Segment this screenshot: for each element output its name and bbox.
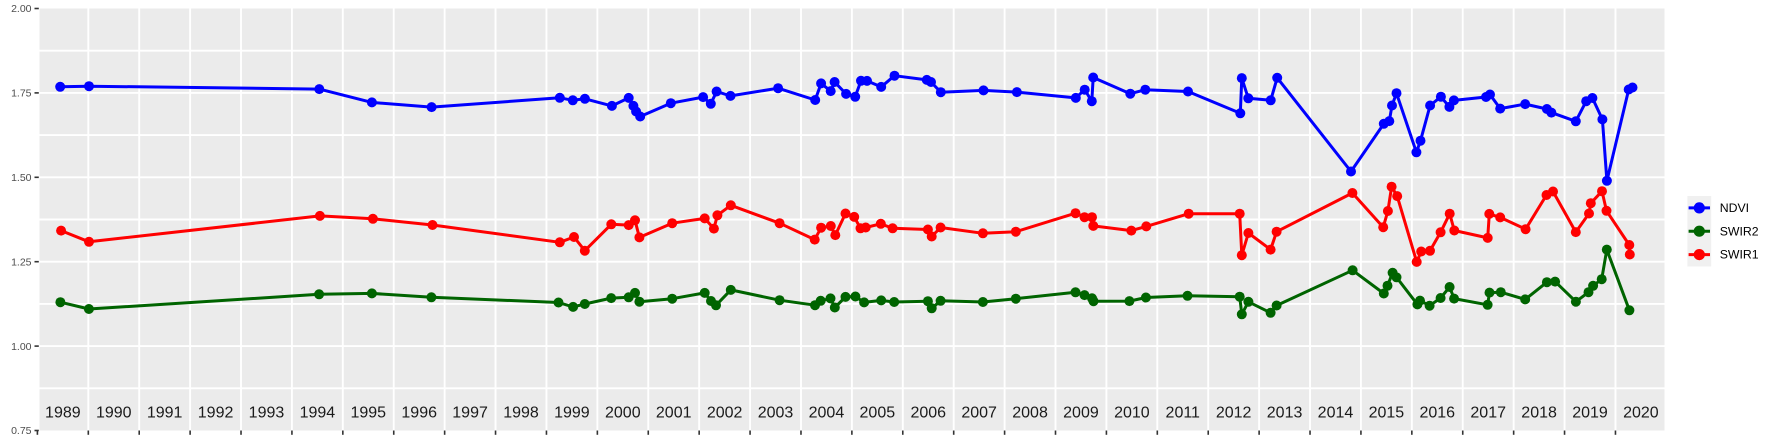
svg-text:1.25: 1.25 <box>11 256 32 268</box>
svg-text:SWIR1: SWIR1 <box>1720 248 1759 262</box>
svg-text:1.50: 1.50 <box>11 172 32 184</box>
svg-text:1993: 1993 <box>249 405 285 422</box>
svg-text:2003: 2003 <box>758 405 794 422</box>
svg-text:2007: 2007 <box>961 405 997 422</box>
svg-text:2000: 2000 <box>605 405 641 422</box>
svg-text:2008: 2008 <box>1012 405 1048 422</box>
svg-text:1.75: 1.75 <box>11 88 32 100</box>
svg-text:1995: 1995 <box>350 405 386 422</box>
svg-text:1.00: 1.00 <box>11 341 32 353</box>
svg-text:1992: 1992 <box>198 405 234 422</box>
svg-text:0.75: 0.75 <box>11 425 32 437</box>
svg-text:2001: 2001 <box>656 405 692 422</box>
svg-text:1990: 1990 <box>96 405 132 422</box>
svg-text:2006: 2006 <box>910 405 946 422</box>
svg-text:2020: 2020 <box>1623 405 1659 422</box>
svg-text:2012: 2012 <box>1216 405 1252 422</box>
svg-text:1998: 1998 <box>503 405 539 422</box>
svg-text:2004: 2004 <box>809 405 845 422</box>
svg-text:1991: 1991 <box>147 405 183 422</box>
svg-text:2018: 2018 <box>1521 405 1557 422</box>
svg-text:1989: 1989 <box>45 405 81 422</box>
svg-text:2019: 2019 <box>1572 405 1608 422</box>
svg-text:2011: 2011 <box>1166 405 1201 422</box>
svg-text:1997: 1997 <box>452 405 488 422</box>
svg-text:NDVI: NDVI <box>1720 201 1749 215</box>
svg-text:SWIR2: SWIR2 <box>1720 224 1759 238</box>
svg-text:2015: 2015 <box>1369 405 1405 422</box>
svg-text:2017: 2017 <box>1470 405 1506 422</box>
svg-text:2005: 2005 <box>860 405 896 422</box>
svg-text:2002: 2002 <box>707 405 743 422</box>
svg-text:2013: 2013 <box>1267 405 1303 422</box>
svg-text:2010: 2010 <box>1114 405 1150 422</box>
svg-text:2014: 2014 <box>1318 405 1354 422</box>
svg-text:2.00: 2.00 <box>11 3 32 15</box>
svg-text:1994: 1994 <box>300 405 336 422</box>
svg-text:2009: 2009 <box>1063 405 1099 422</box>
svg-text:1996: 1996 <box>401 405 437 422</box>
svg-text:2016: 2016 <box>1419 405 1455 422</box>
svg-text:1999: 1999 <box>554 405 590 422</box>
